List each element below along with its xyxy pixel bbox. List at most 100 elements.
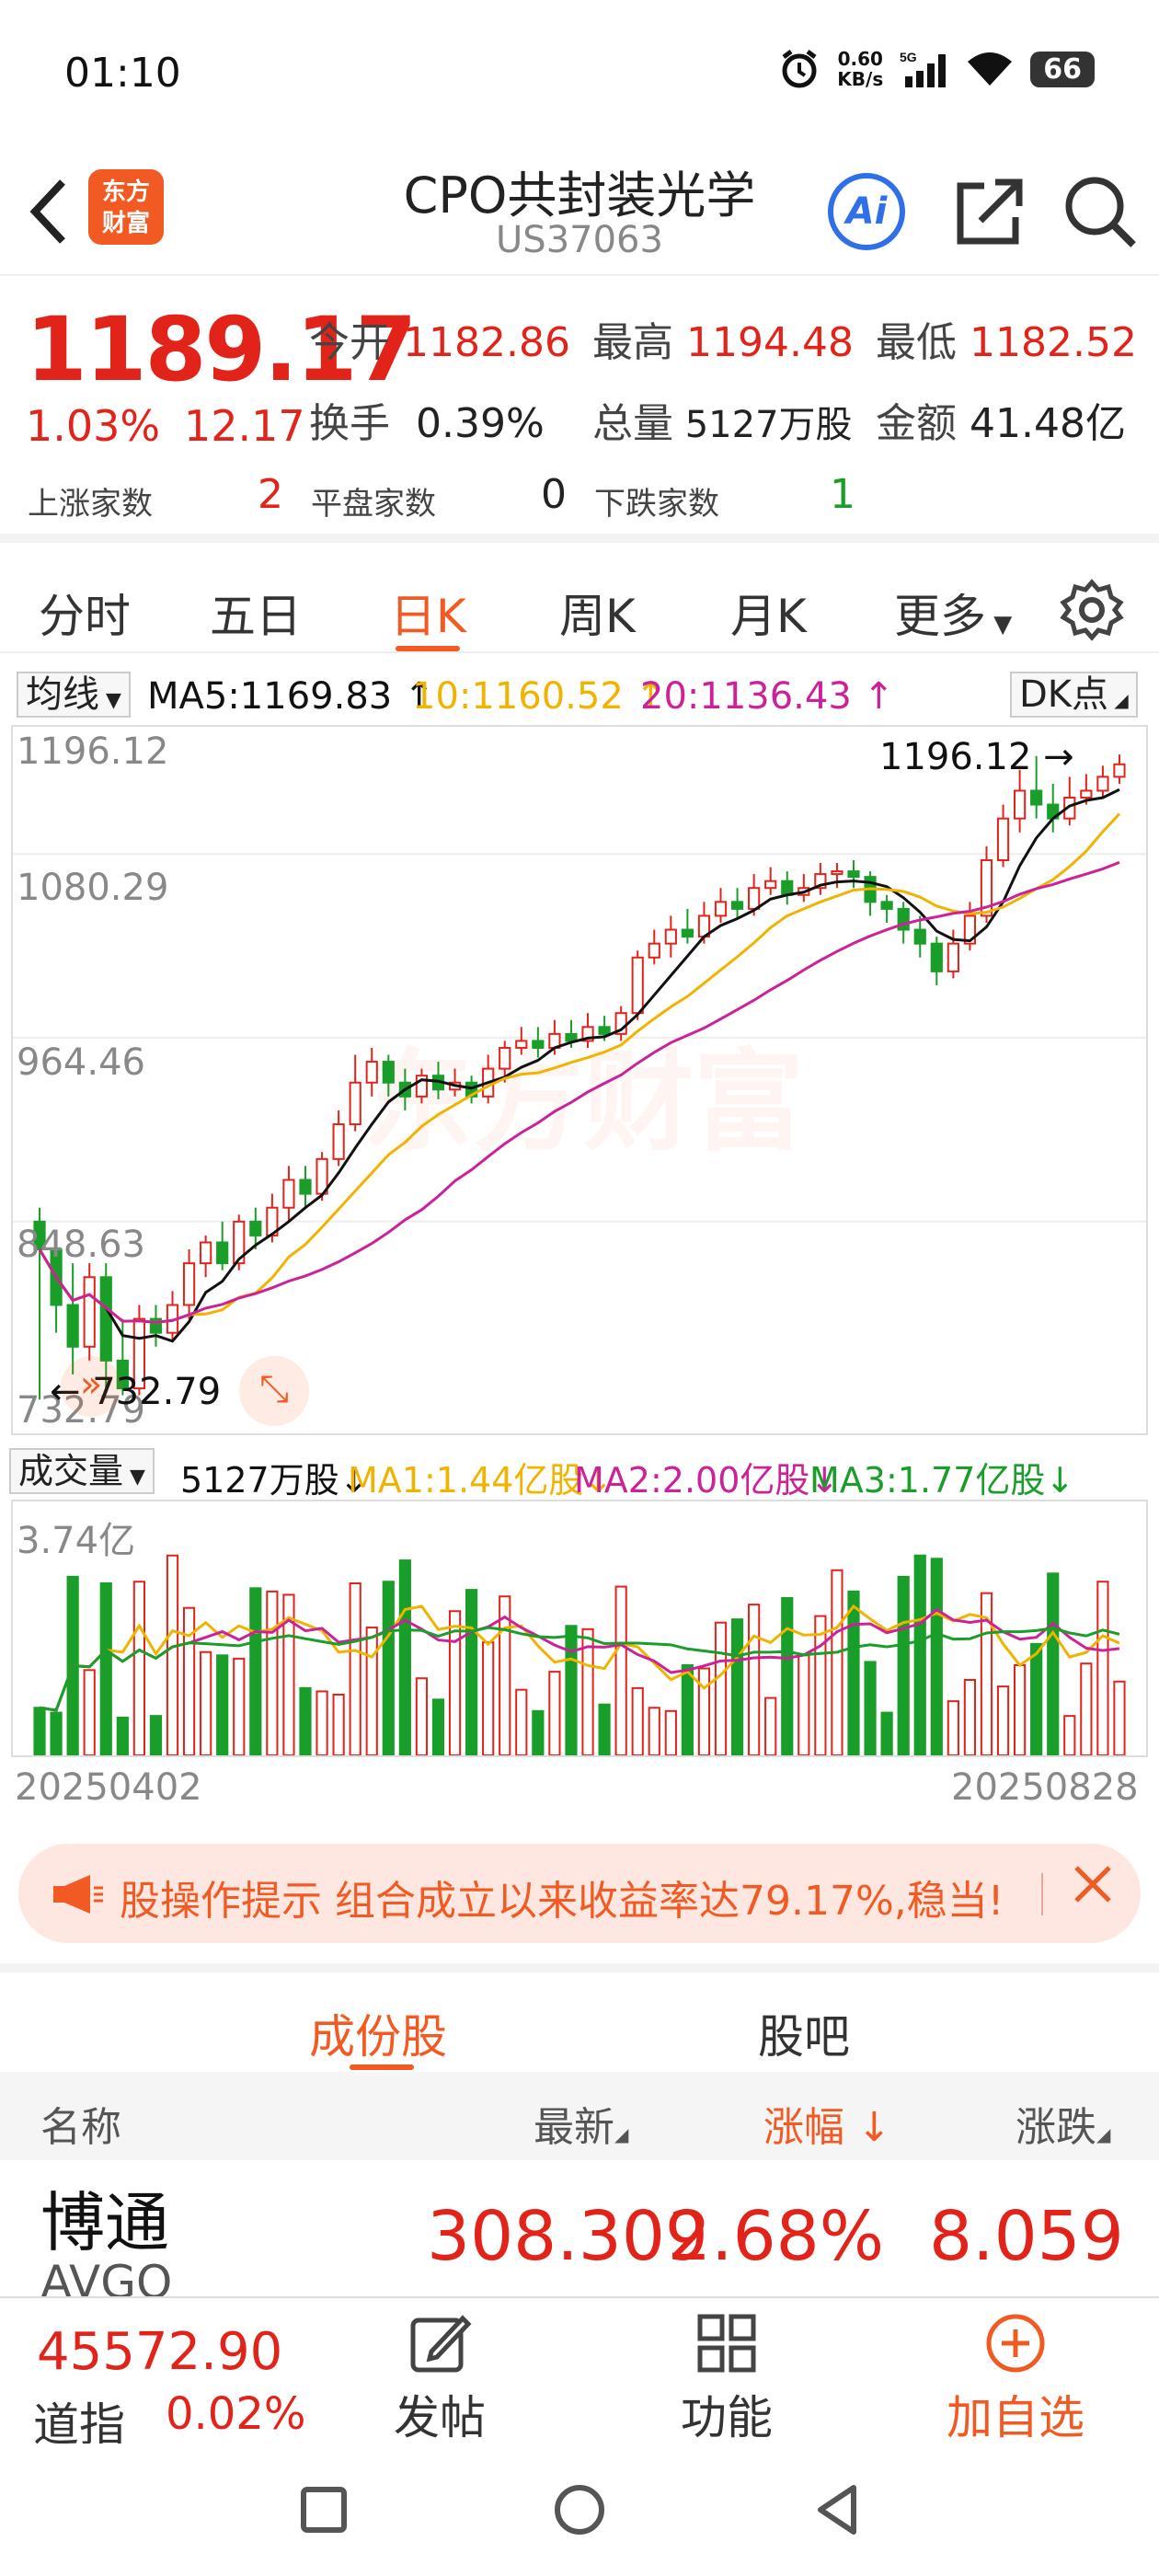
fullscreen-button[interactable]: ⤡ [239, 1356, 309, 1426]
caret-down-icon: ▼ [986, 611, 1013, 638]
back-button[interactable] [26, 175, 72, 256]
flat-count: 0 [541, 471, 567, 518]
candle-body [996, 817, 1010, 862]
high-marker: 1196.12 → [879, 736, 1074, 778]
ai-button[interactable]: Ai [828, 173, 905, 250]
candle-body [33, 1220, 46, 1251]
expand-icon: ⤡ [259, 1368, 289, 1410]
ma5-value: MA5:1169.83 ↑ [147, 675, 435, 718]
candle-body [631, 956, 644, 1015]
caret-down-icon: ▼ [99, 689, 121, 712]
volume-bar [182, 1606, 196, 1755]
volume-bar [282, 1593, 295, 1755]
vol-ma3-line [39, 1626, 1120, 1712]
search-button[interactable] [1058, 169, 1141, 252]
volume-chart[interactable]: 3.74亿 [11, 1500, 1148, 1757]
up-count: 2 [258, 471, 283, 518]
add-watchlist-button[interactable]: 加自选 [933, 2311, 1098, 2447]
volume-bar [814, 1615, 827, 1755]
functions-button[interactable]: 功能 [662, 2311, 791, 2447]
volume-selector[interactable]: 成交量 ▼ [9, 1448, 155, 1494]
turnover-stat: 换手 0.39% [309, 400, 545, 447]
tab-intraday[interactable]: 分时 [39, 590, 131, 643]
candle-body [897, 907, 910, 931]
megaphone-icon [53, 1875, 103, 1914]
candle-body [249, 1220, 262, 1236]
tab-more[interactable]: 更多 ▼ [894, 590, 1013, 643]
volume-bar [648, 1707, 660, 1755]
candle-body [499, 1046, 511, 1070]
end-date: 20250828 [951, 1766, 1139, 1809]
volume-bar [963, 1678, 977, 1755]
volume-bar [532, 1709, 545, 1755]
candle-body [913, 928, 926, 945]
recents-icon[interactable] [298, 2484, 350, 2536]
y-label-4: 848.63 [17, 1224, 145, 1266]
apps-icon [697, 2314, 756, 2373]
functions-label: 功能 [681, 2391, 773, 2444]
volume-bar [249, 1587, 262, 1755]
volume-bar [714, 1621, 728, 1755]
home-icon[interactable] [552, 2482, 607, 2537]
candle-body [332, 1123, 345, 1160]
post-button[interactable]: 发帖 [375, 2311, 504, 2447]
volume-bar [1030, 1642, 1043, 1755]
page-title: CPO共封装光学 [403, 167, 756, 224]
sort-icon: ◢ [614, 2123, 629, 2145]
col-change-pct[interactable]: 涨幅 ↓ [763, 2104, 891, 2151]
volume-max-label: 3.74亿 [17, 1520, 136, 1562]
candle-body [349, 1081, 361, 1126]
app-logo[interactable]: 东方财富 [88, 169, 164, 245]
down-count-label: 下跌家数 [594, 486, 719, 523]
candle-body [831, 870, 843, 876]
tip-banner[interactable]: 股操作提示 组合成立以来收益率达79.17%,稳当! [18, 1844, 1141, 1943]
tab-five-day[interactable]: 五日 [210, 590, 302, 643]
gear-icon [1060, 579, 1124, 641]
candle-body [980, 859, 993, 917]
col-change[interactable]: 涨跌◢ [1016, 2104, 1111, 2151]
close-button[interactable] [1067, 1857, 1119, 1925]
indicator-selector[interactable]: 均线 ▼ [17, 672, 131, 718]
volume-bar [697, 1667, 711, 1755]
y-label-min: 732.79 [17, 1389, 145, 1432]
volume-bar [1047, 1572, 1060, 1755]
volume-bar [764, 1696, 777, 1755]
tab-forum[interactable]: 股吧 [758, 2010, 850, 2064]
ma20-line [38, 860, 1120, 1324]
candle-body [1096, 776, 1109, 792]
tab-weekly-k[interactable]: 周K [559, 590, 636, 643]
candle-body [415, 1075, 429, 1098]
volume-bar [581, 1627, 594, 1755]
sort-desc-icon: ↓ [844, 2104, 891, 2151]
candle-body [182, 1262, 196, 1306]
rewind-button[interactable]: » [61, 1356, 121, 1417]
logo-text: 东方财富 [101, 178, 150, 237]
alarm-icon [782, 50, 817, 88]
volume-bar [382, 1581, 395, 1755]
candle-body [1080, 789, 1093, 799]
col-name: 名称 [40, 2104, 121, 2151]
status-time: 01:10 [64, 50, 181, 97]
settings-button[interactable] [1060, 578, 1124, 642]
volume-bar [880, 1711, 893, 1755]
volume-bar [831, 1569, 843, 1755]
double-chevron-icon: » [79, 1363, 103, 1406]
table-row[interactable]: 博通 AVGO 308.309 2.68% 8.059 [0, 2160, 1159, 2298]
candle-body [930, 942, 943, 972]
tab-monthly-k[interactable]: 月K [730, 590, 807, 643]
back-nav-icon[interactable] [811, 2482, 866, 2537]
candle-body [565, 1032, 578, 1042]
tab-daily-k[interactable]: 日K [390, 590, 466, 643]
volume-svg [33, 1554, 1126, 1755]
share-button[interactable] [947, 169, 1030, 252]
col-latest[interactable]: 最新◢ [534, 2104, 629, 2151]
candle-body [365, 1061, 378, 1084]
high-stat: 最高 1194.48 [592, 319, 854, 366]
signal-icon: 5G [900, 50, 947, 87]
dk-points-button[interactable]: DK点 ◢ [1010, 672, 1138, 718]
share-icon [957, 178, 1023, 245]
tab-constituents[interactable]: 成份股 [309, 2010, 447, 2064]
candle-body [282, 1179, 295, 1209]
vol-ma3: MA3:1.77亿股↓ [809, 1460, 1075, 1501]
candlestick-chart[interactable]: 东方财富 1196.12 1080.29 964.46 848.63 732.7… [11, 725, 1148, 1435]
